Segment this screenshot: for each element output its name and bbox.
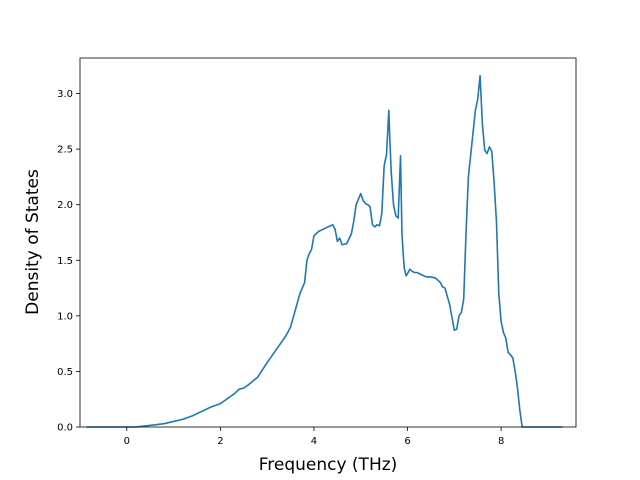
y-tick-label: 2.5 xyxy=(57,145,73,156)
ticks: 0 2 4 6 8 0.0 0.5 1.0 1.5 2.0 2.5 3.0 xyxy=(57,89,504,447)
x-tick-label: 4 xyxy=(311,436,317,447)
dos-series-line xyxy=(86,74,563,428)
x-tick-label: 6 xyxy=(404,436,410,447)
x-axis-label: Frequency (THz) xyxy=(259,455,398,475)
axes-frame xyxy=(79,57,577,428)
y-tick-label: 0.0 xyxy=(57,423,73,434)
y-tick-label: 3.0 xyxy=(57,89,73,100)
y-tick-label: 2.0 xyxy=(57,200,73,211)
y-tick-label: 0.5 xyxy=(57,367,73,378)
x-tick-label: 0 xyxy=(124,436,130,447)
y-tick-label: 1.0 xyxy=(57,311,73,322)
plot-area xyxy=(79,57,577,428)
y-axis-label: Density of States xyxy=(23,169,43,315)
x-tick-label: 8 xyxy=(498,436,504,447)
x-tick-label: 2 xyxy=(217,436,223,447)
y-tick-label: 1.5 xyxy=(57,256,73,267)
